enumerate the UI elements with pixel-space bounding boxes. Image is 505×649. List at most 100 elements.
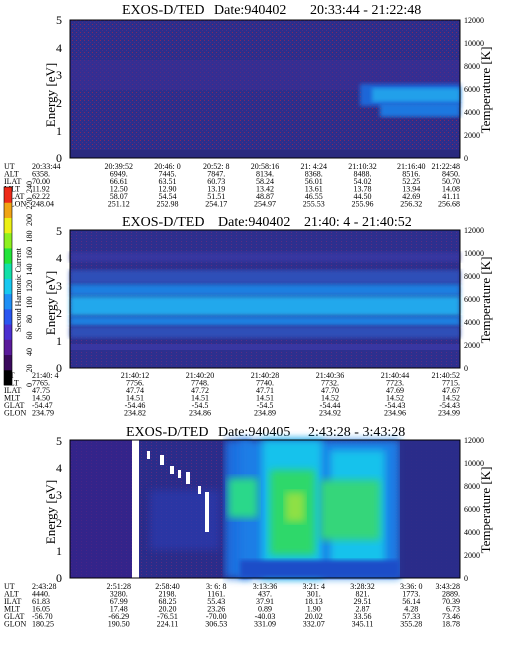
ephemeris-cell: 13.94 xyxy=(402,185,420,194)
ephemeris-cell: 3:43:28 xyxy=(436,582,460,591)
ephemeris-cell: -40.03 xyxy=(255,612,276,621)
panel-3-y2tick-3: 6000 xyxy=(464,505,480,514)
panel-1-y2label: Temperature [K] xyxy=(478,47,493,134)
panel-1-y2tick-6: 12000 xyxy=(464,16,484,25)
ephemeris-cell: 67.99 xyxy=(110,597,128,606)
colorbar-swatch xyxy=(4,369,12,386)
ephemeris-cell: -54.47 xyxy=(32,401,53,410)
panel-1-y2tick-0: 0 xyxy=(464,154,468,163)
panel-1-y2-axis: 0 2000 4000 6000 8000 10000 12000 Temper… xyxy=(464,16,493,163)
panel-2-ephemeris: UTALTILATMLTGLATGLON21:40: 47765.47.7514… xyxy=(4,371,460,418)
ephemeris-cell: 21:10:32 xyxy=(348,162,376,171)
ephemeris-cell: 21:40:28 xyxy=(251,371,279,380)
ephemeris-cell: 254.97 xyxy=(254,200,276,209)
ephemeris-cell: 20:39:52 xyxy=(105,162,133,171)
panel-2-ytick-5: 5 xyxy=(56,224,62,238)
panel-1-y2tick-5: 10000 xyxy=(464,39,484,48)
panel-3-plot xyxy=(69,439,461,579)
panel-3-date: Date:940405 xyxy=(218,425,290,440)
panel-1: EXOS-D/TED Date:940402 20:33:44 - 21:22:… xyxy=(4,3,493,209)
panel-1-date: Date:940402 xyxy=(214,3,286,18)
ephemeris-cell: 332.07 xyxy=(303,620,325,629)
ephemeris-row-label: GLON xyxy=(4,620,26,629)
panel-1-ylabel: Energy [eV] xyxy=(43,63,58,127)
ephemeris-cell: 21:16:40 xyxy=(397,162,425,171)
panel-2-date: Date:940402 xyxy=(218,215,290,230)
ephemeris-cell: 66.61 xyxy=(110,177,128,186)
colorbar-swatch xyxy=(4,308,12,325)
ephemeris-cell: 20:58:16 xyxy=(251,162,279,171)
ephemeris-cell: 3: 6: 8 xyxy=(206,582,226,591)
ephemeris-cell: 13.78 xyxy=(354,185,372,194)
ephemeris-cell: -54.5 xyxy=(192,401,209,410)
ephemeris-cell: 47.70 xyxy=(321,386,339,395)
ephemeris-cell: 7748. xyxy=(191,379,209,388)
ephemeris-cell: 41.11 xyxy=(442,192,460,201)
ephemeris-cell: 6.73 xyxy=(446,605,460,614)
ephemeris-cell: -70.00 xyxy=(206,612,227,621)
ephemeris-cell: 20.02 xyxy=(305,612,323,621)
ephemeris-cell: 37.91 xyxy=(256,597,274,606)
ephemeris-cell: 11.92 xyxy=(32,185,50,194)
panel-1-ytick-0: 0 xyxy=(56,151,62,165)
ephemeris-row-label: MLT xyxy=(4,605,20,614)
colorbar-swatch xyxy=(4,232,12,249)
ephemeris-cell: 21:40:52 xyxy=(432,371,460,380)
ephemeris-cell: 437. xyxy=(258,590,272,599)
ephemeris-cell: 234.89 xyxy=(254,409,276,418)
ephemeris-cell: 2.87 xyxy=(356,605,370,614)
ephemeris-cell: 21:40:20 xyxy=(186,371,214,380)
ephemeris-cell: 47.72 xyxy=(191,386,209,395)
ephemeris-row-label: GLON xyxy=(4,409,26,418)
panel-1-ytick-3: 3 xyxy=(56,68,62,82)
ephemeris-cell: 234.86 xyxy=(189,409,211,418)
panel-2-y2tick-6: 12000 xyxy=(464,226,484,235)
ephemeris-cell: 256.32 xyxy=(400,200,422,209)
panel-2-ylabel: Energy [eV] xyxy=(43,271,58,335)
panel-3-title-text: EXOS-D/TED xyxy=(126,425,208,440)
ephemeris-row-label: ALT xyxy=(4,590,19,599)
panel-2-y2tick-3: 6000 xyxy=(464,295,480,304)
panel-3: EXOS-D/TED Date:940405 2:43:28 - 3:43:28 xyxy=(4,425,493,629)
ephemeris-cell: 248.04 xyxy=(32,200,54,209)
ephemeris-cell: 6358. xyxy=(32,170,50,179)
ephemeris-cell: 47.75 xyxy=(32,386,50,395)
ephemeris-cell: 256.68 xyxy=(438,200,460,209)
ephemeris-cell: 1.90 xyxy=(307,605,321,614)
ephemeris-cell: 48.87 xyxy=(256,192,274,201)
ephemeris-cell: 47.69 xyxy=(386,386,404,395)
ephemeris-cell: 17.48 xyxy=(110,605,128,614)
panel-2-y2tick-5: 10000 xyxy=(464,249,484,258)
ephemeris-row-label: GLAT xyxy=(4,192,25,201)
ephemeris-cell: 18.13 xyxy=(305,597,323,606)
panel-3-ytick-2: 2 xyxy=(56,516,62,530)
ephemeris-cell: -54.44 xyxy=(320,401,341,410)
panel-1-ephemeris: UTALTILATMLTGLATGLON20:33:446358.70.0011… xyxy=(4,162,460,209)
ephemeris-cell: 7740. xyxy=(256,379,274,388)
panel-2-y-axis: 0 1 2 3 4 5 Energy [eV] xyxy=(43,224,62,375)
ephemeris-cell: -76.51 xyxy=(157,612,178,621)
ephemeris-cell: 3:13:36 xyxy=(253,582,277,591)
ephemeris-cell: 234.82 xyxy=(124,409,146,418)
colorbar-ticks: 0 20 40 60 80 100 120 140 160 180 200 220 240 xyxy=(25,181,34,387)
ephemeris-cell: 57.33 xyxy=(402,612,420,621)
ephemeris-cell: 14.51 xyxy=(191,394,209,403)
ephemeris-cell: 301. xyxy=(307,590,321,599)
panel-1-y-axis: 0 1 2 3 4 5 Energy [eV] xyxy=(43,13,62,165)
panel-2-y2tick-1: 2000 xyxy=(464,341,480,350)
ephemeris-cell: 1161. xyxy=(207,590,225,599)
ephemeris-cell: 8516. xyxy=(402,170,420,179)
panel-1-y2tick-3: 6000 xyxy=(464,85,480,94)
ephemeris-cell: 13.61 xyxy=(305,185,323,194)
panel-2-y2tick-4: 8000 xyxy=(464,272,480,281)
ephemeris-cell: 47.71 xyxy=(256,386,274,395)
ephemeris-cell: 331.09 xyxy=(254,620,276,629)
ephemeris-cell: 14.52 xyxy=(386,394,404,403)
colorbar-swatch xyxy=(4,187,12,203)
ephemeris-cell: 2:58:40 xyxy=(155,582,179,591)
colorbar-frame xyxy=(3,186,13,386)
colorbar-tick-label: 120 xyxy=(25,280,34,292)
ephemeris-row-label: ILAT xyxy=(4,597,21,606)
ephemeris-cell: 42.69 xyxy=(402,192,420,201)
